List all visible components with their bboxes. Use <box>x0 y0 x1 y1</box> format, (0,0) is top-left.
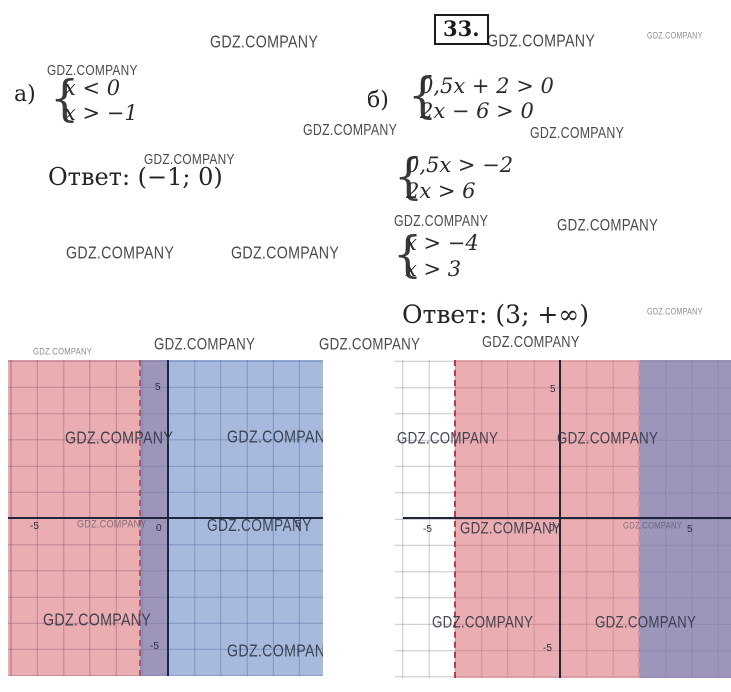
part-b-step2-line2: 2x > 6 <box>406 179 476 203</box>
watermark: GDZ.COMPANY <box>530 124 625 142</box>
part-b-step3-line1: x > −4 <box>405 231 479 255</box>
watermark: GDZ.COMPANY <box>227 427 323 448</box>
watermark: GDZ.COMPANY <box>33 346 93 357</box>
watermark: GDZ.COMPANY <box>303 121 398 139</box>
x-tick-minus5: -5 <box>423 524 432 535</box>
system-brace: { <box>408 66 438 124</box>
part-a-label: а) <box>14 82 36 107</box>
watermark: GDZ.COMPANY <box>397 428 499 447</box>
y-axis <box>559 360 561 678</box>
watermark: GDZ.COMPANY <box>43 610 152 631</box>
watermark: GDZ.COMPANY <box>647 306 703 317</box>
boundary-line-x-minus4 <box>454 360 456 678</box>
x-tick-0: 0 <box>549 523 555 534</box>
part-b-step3-line2: x > 3 <box>405 257 462 281</box>
watermark: GDZ.COMPANY <box>154 334 256 353</box>
part-b-label: б) <box>367 88 389 113</box>
watermark: GDZ.COMPANY <box>394 212 489 230</box>
y-tick-minus5: -5 <box>543 643 552 654</box>
answer-label: Ответ: <box>402 300 488 329</box>
watermark: GDZ.COMPANY <box>482 333 580 351</box>
watermark: GDZ.COMPANY <box>47 62 138 79</box>
watermark: GDZ.COMPANY <box>210 32 319 53</box>
x-tick-5: 5 <box>687 524 693 535</box>
answer-value: (−1; 0) <box>137 163 223 191</box>
watermark: GDZ.COMPANY <box>319 334 421 353</box>
boundary-line-x-3 <box>638 360 640 678</box>
watermark: GDZ.COMPANY <box>647 30 703 41</box>
watermark: GDZ.COMPANY <box>231 243 340 264</box>
watermark: GDZ.COMPANY <box>66 243 175 264</box>
x-tick-0: 0 <box>156 523 162 534</box>
graph-part-b: -5 0 5 5 -5 GDZ.COMPANY GDZ.COMPANY GDZ.… <box>395 360 731 678</box>
part-b-step1-line1: 0,5x + 2 > 0 <box>420 74 554 98</box>
watermark: GDZ.COMPANY <box>623 520 683 531</box>
watermark: GDZ.COMPANY <box>227 641 323 662</box>
watermark: GDZ.COMPANY <box>595 612 697 631</box>
answer-value: (3; +∞) <box>495 300 589 329</box>
x-axis <box>403 517 731 519</box>
system-brace: { <box>50 69 80 127</box>
x-axis <box>8 517 323 519</box>
watermark: GDZ.COMPANY <box>144 151 235 168</box>
part-a-answer: Ответ: (−1; 0) <box>48 163 223 191</box>
region-x-greater-3 <box>639 360 731 678</box>
y-axis <box>167 360 169 676</box>
problem-number: 33. <box>434 14 489 45</box>
watermark: GDZ.COMPANY <box>487 31 596 52</box>
y-tick-5: 5 <box>155 382 161 393</box>
watermark: GDZ.COMPANY <box>65 428 174 449</box>
watermark: GDZ.COMPANY <box>557 215 659 234</box>
graph-part-a: -5 0 5 5 -5 GDZ.COMPANY GDZ.COMPANY GDZ.… <box>8 360 323 676</box>
part-b-step1-line2: 2x − 6 > 0 <box>420 99 534 123</box>
part-b-step2-line1: 0,5x > −2 <box>406 153 514 177</box>
watermark: GDZ.COMPANY <box>207 517 312 536</box>
y-tick-minus5: -5 <box>150 641 159 652</box>
watermark: GDZ.COMPANY <box>460 518 562 537</box>
watermark: GDZ.COMPANY <box>432 612 534 631</box>
x-tick-minus5: -5 <box>30 521 39 532</box>
watermark: GDZ.COMPANY <box>557 428 659 447</box>
y-tick-5: 5 <box>550 384 556 395</box>
x-tick-5: 5 <box>295 519 301 530</box>
answer-label: Ответ: <box>48 163 131 191</box>
part-a-inequality-1: x < 0 <box>64 76 121 100</box>
system-brace: { <box>393 225 423 283</box>
watermark: GDZ.COMPANY <box>77 518 147 531</box>
part-a-inequality-2: x > −1 <box>64 101 138 125</box>
part-b-answer: Ответ: (3; +∞) <box>402 300 589 329</box>
system-brace: { <box>394 147 424 205</box>
